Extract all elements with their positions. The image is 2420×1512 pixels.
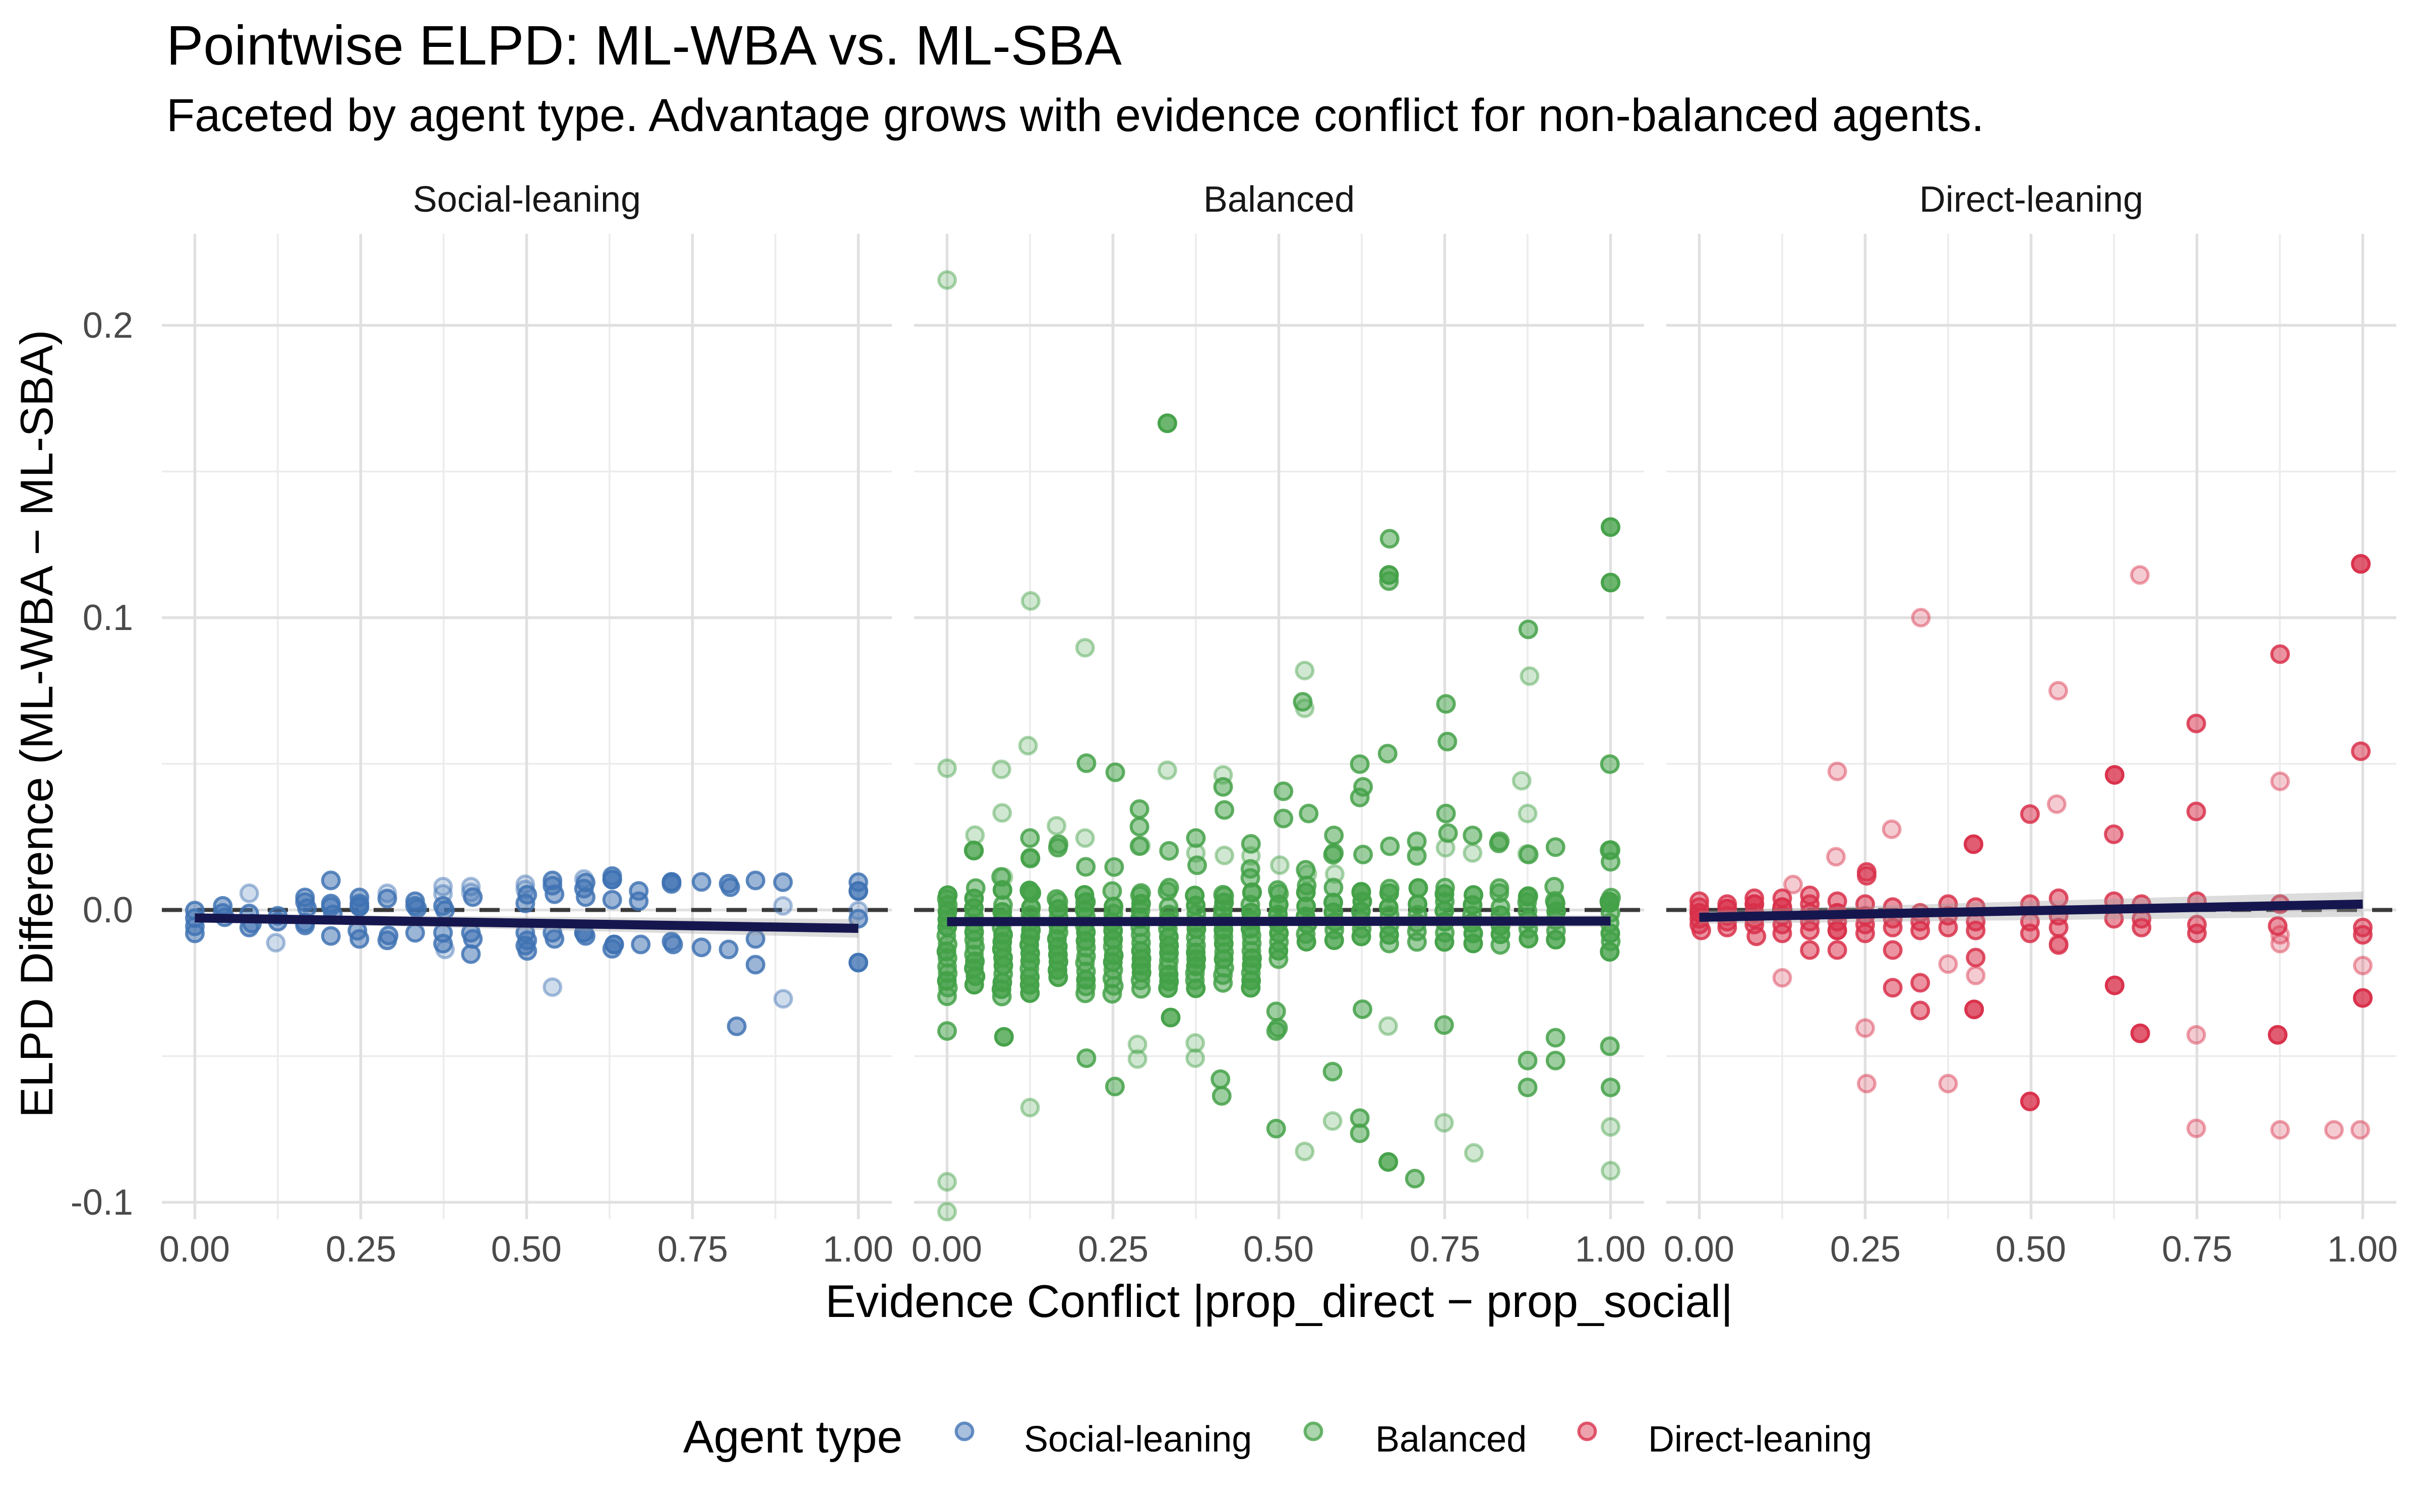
svg-text:Social-leaning: Social-leaning [413,179,641,220]
svg-text:0.25: 0.25 [1078,1229,1148,1270]
svg-text:Evidence Conflict |prop_direct: Evidence Conflict |prop_direct − prop_so… [825,1276,1733,1327]
svg-text:0.00: 0.00 [912,1229,982,1270]
svg-text:0.75: 0.75 [2162,1229,2232,1270]
svg-text:1.00: 1.00 [1575,1229,1646,1270]
svg-text:Agent type: Agent type [683,1412,902,1463]
svg-text:ELPD Difference (ML-WBA − ML-S: ELPD Difference (ML-WBA − ML-SBA) [12,330,63,1118]
svg-text:0.1: 0.1 [83,598,133,638]
svg-text:0.75: 0.75 [1410,1229,1480,1270]
svg-text:Faceted by agent type. Advanta: Faceted by agent type. Advantage grows w… [166,90,1984,141]
svg-text:0.25: 0.25 [326,1229,396,1270]
svg-text:0.2: 0.2 [83,305,133,346]
svg-text:0.25: 0.25 [1830,1229,1901,1270]
svg-text:1.00: 1.00 [2327,1229,2398,1270]
svg-text:0.00: 0.00 [1664,1229,1734,1270]
svg-text:Social-leaning: Social-leaning [1024,1419,1252,1460]
svg-text:Direct-leaning: Direct-leaning [1919,179,2143,220]
svg-text:0.50: 0.50 [1995,1229,2066,1270]
svg-text:0.50: 0.50 [1243,1229,1314,1270]
svg-text:Balanced: Balanced [1203,179,1355,220]
svg-text:Direct-leaning: Direct-leaning [1648,1419,1872,1460]
svg-text:Pointwise ELPD: ML-WBA vs. ML-: Pointwise ELPD: ML-WBA vs. ML-SBA [166,15,1122,77]
svg-text:0.75: 0.75 [657,1229,728,1270]
svg-text:Balanced: Balanced [1375,1419,1527,1460]
svg-text:0.0: 0.0 [83,890,133,930]
svg-text:1.00: 1.00 [823,1229,893,1270]
svg-text:-0.1: -0.1 [71,1182,133,1223]
svg-text:0.50: 0.50 [491,1229,562,1270]
svg-text:0.00: 0.00 [159,1229,230,1270]
